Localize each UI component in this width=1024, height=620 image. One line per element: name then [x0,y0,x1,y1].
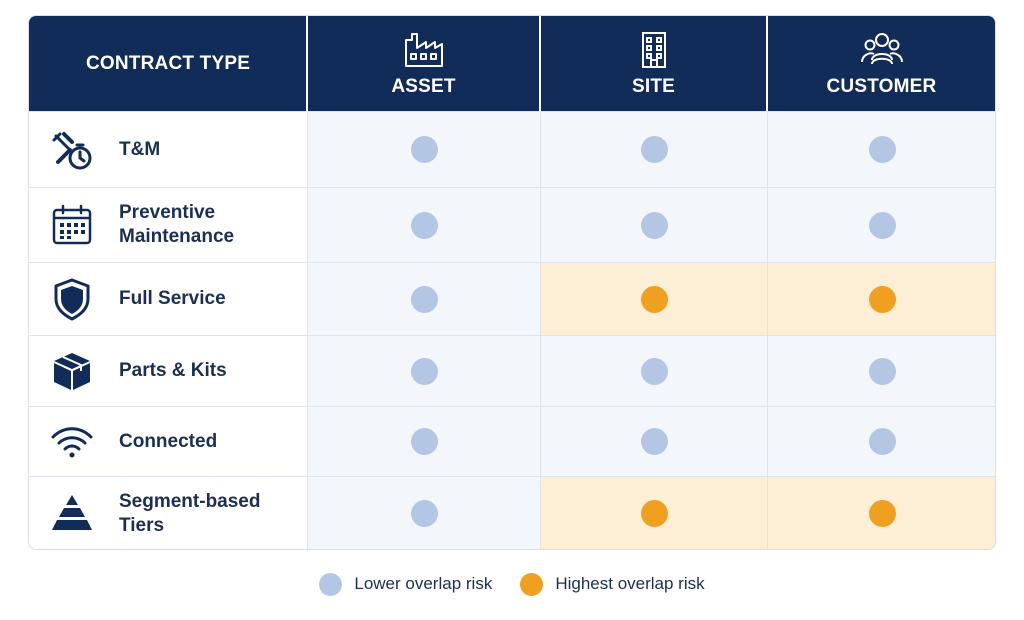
risk-dot [640,428,668,455]
legend-high-label: Highest overlap risk [555,574,705,593]
risk-dot [410,211,438,239]
cell-pk-customer [768,335,995,406]
row-label-preventive-maintenance: Preventive Maintenance [29,187,308,262]
cell-tm-asset [308,111,541,187]
cell-tm-customer [768,111,995,187]
shield-icon [50,277,94,321]
risk-dot [869,285,896,313]
risk-dot [410,428,438,455]
row-label-text: Connected [119,430,218,452]
cell-cn-customer [768,406,995,476]
building-icon [632,30,676,70]
cell-pm-asset [308,187,541,262]
pyramid-icon [50,492,94,536]
cell-pm-customer [768,187,995,262]
row-label-text: Segment-based Tiers [119,490,261,536]
header-contract-type: CONTRACT TYPE [29,16,308,111]
risk-dot [869,211,896,239]
legend-low-dot [319,572,343,596]
risk-dot [640,285,668,313]
risk-dot [640,136,668,163]
row-label-text: T&M [119,138,161,160]
box-icon [50,349,94,393]
cell-fs-site [541,262,768,335]
cell-tm-site [541,111,768,187]
cell-pk-asset [308,335,541,406]
cell-fs-asset [308,262,541,335]
legend: Lower overlap risk Highest overlap risk [0,570,1024,598]
header-site-label: SITE [631,75,676,97]
legend-high-dot [520,572,544,596]
risk-dot [640,357,668,385]
customers-group-icon [860,30,904,70]
header-contract-type-label: CONTRACT TYPE [86,52,251,74]
cell-cn-site [541,406,768,476]
risk-dot [869,428,896,455]
row-label-tm: T&M [29,111,308,187]
factory-icon [402,30,446,70]
row-label-segment-tiers: Segment-based Tiers [29,476,308,549]
header-asset: ASSET [308,16,541,111]
wifi-icon [50,420,94,464]
risk-dot [410,285,438,313]
legend-low-label: Lower overlap risk [354,574,493,593]
risk-dot [640,500,668,527]
header-site: SITE [541,16,768,111]
row-label-text: Full Service [119,288,226,309]
calendar-icon [50,203,94,247]
row-label-full-service: Full Service [29,262,308,335]
overlap-risk-matrix: CONTRACT TYPE ASSET SITE [28,15,996,550]
cell-pm-site [541,187,768,262]
legend-low: Lower overlap risk [319,572,493,596]
wrench-timer-icon [50,128,94,172]
row-label-connected: Connected [29,406,308,476]
risk-dot [869,357,896,385]
cell-cn-asset [308,406,541,476]
row-label-text: Preventive Maintenance [119,202,235,247]
risk-dot [640,211,668,239]
cell-st-site [541,476,768,549]
header-customer-label: CUSTOMER [826,75,937,97]
risk-dot [869,500,896,527]
legend-high: Highest overlap risk [520,572,705,596]
risk-dot [410,357,438,385]
row-label-parts-kits: Parts & Kits [29,335,308,406]
risk-dot [410,500,438,527]
header-customer: CUSTOMER [768,16,995,111]
row-label-text: Parts & Kits [119,360,227,381]
risk-dot [869,136,896,163]
risk-dot [410,136,438,163]
cell-st-customer [768,476,995,549]
header-asset-label: ASSET [391,75,456,97]
cell-pk-site [541,335,768,406]
cell-fs-customer [768,262,995,335]
cell-st-asset [308,476,541,549]
